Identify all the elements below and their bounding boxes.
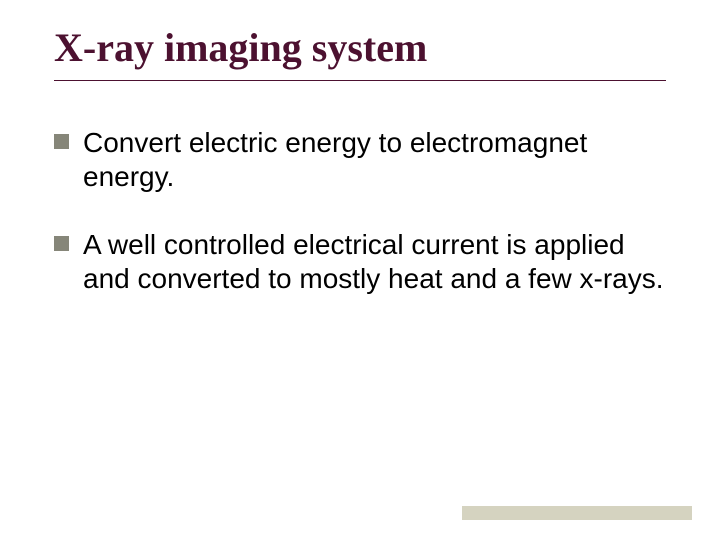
bullet-text: A well controlled electrical current is … bbox=[83, 228, 666, 296]
slide-title: X-ray imaging system bbox=[54, 26, 666, 70]
body-region: Convert electric energy to electromagnet… bbox=[54, 126, 666, 331]
square-bullet-icon bbox=[54, 236, 69, 251]
accent-bar bbox=[462, 506, 692, 520]
bullet-text: Convert electric energy to electromagnet… bbox=[83, 126, 666, 194]
list-item: Convert electric energy to electromagnet… bbox=[54, 126, 666, 194]
list-item: A well controlled electrical current is … bbox=[54, 228, 666, 296]
square-bullet-icon bbox=[54, 134, 69, 149]
slide: X-ray imaging system Convert electric en… bbox=[0, 0, 720, 540]
title-underline bbox=[54, 80, 666, 81]
title-region: X-ray imaging system bbox=[54, 26, 666, 81]
